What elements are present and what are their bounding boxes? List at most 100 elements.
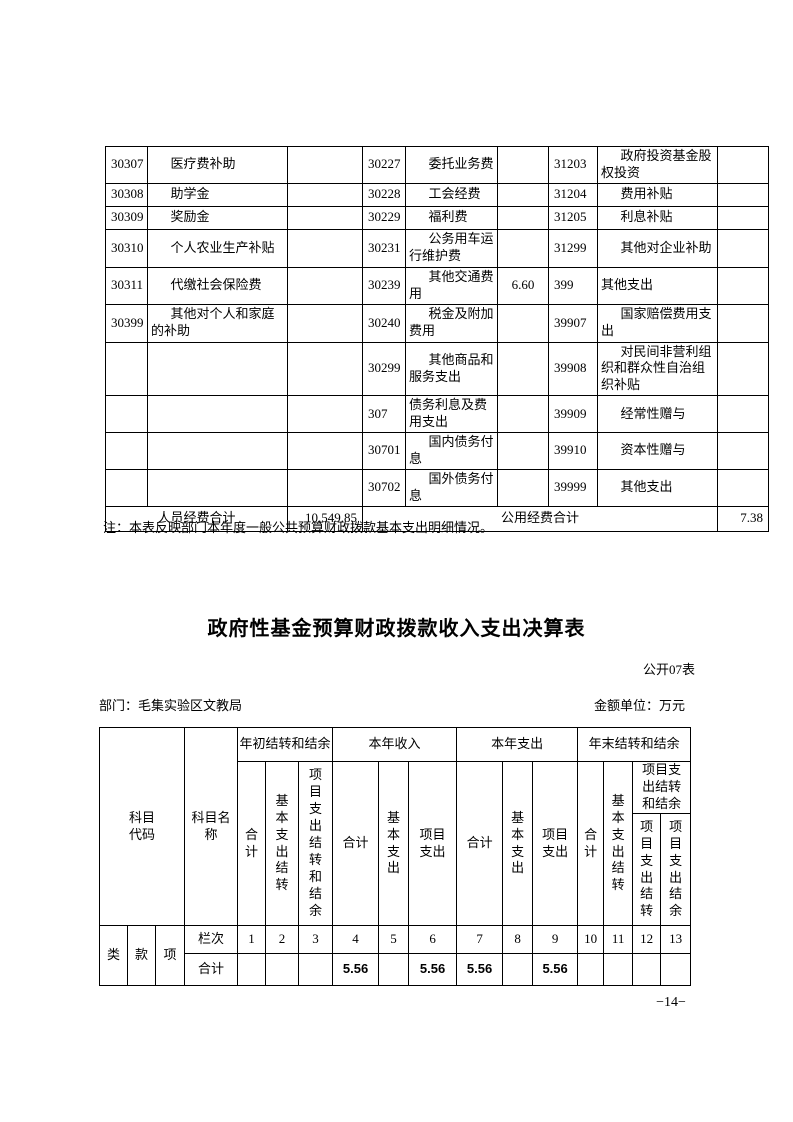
table-row: 30310 个人农业生产补贴 30231 公务用车运行维护费 31299 其他对… (105, 228, 769, 268)
econ-code-cell: 30309 (105, 205, 148, 230)
econ-code-cell: 39999 (548, 468, 598, 507)
subject-name-header: 科目名称 (184, 727, 239, 926)
column-number: 1 (237, 925, 267, 954)
column-number: 7 (456, 925, 504, 954)
econ-code-cell: 30307 (105, 146, 148, 184)
amount-cell (287, 146, 363, 184)
col-header-project-carryforward: 项目支出结转 (632, 813, 662, 926)
econ-code-cell: 30228 (362, 182, 406, 207)
page-title: 政府性基金预算财政拨款收入支出决算表 (207, 618, 586, 640)
table-row: 30702 国外债务付息 39999 其他支出 (105, 468, 769, 507)
header-row: 项目支出结转 项目支出结余 (100, 813, 692, 926)
column-number: 6 (408, 925, 458, 954)
amount-cell (287, 432, 363, 470)
total-row: 合计 5.56 5.56 5.56 5.56 (100, 953, 692, 986)
column-number: 8 (502, 925, 534, 954)
column-number: 2 (265, 925, 300, 954)
econ-code-cell: 39910 (548, 432, 598, 470)
amount-cell: 5.56 (332, 953, 380, 986)
econ-code-cell (105, 468, 148, 507)
amount-cell: 5.56 (408, 953, 458, 986)
econ-name-cell: 医疗费补助 (147, 146, 288, 184)
group-header-year-end-carryover: 年末结转和结余 (577, 727, 692, 762)
econ-code-cell: 31205 (548, 205, 598, 230)
table-row: 30701 国内债务付息 39910 资本性赠与 (105, 432, 769, 470)
econ-code-cell: 30239 (362, 266, 406, 305)
econ-code-cell: 30299 (362, 341, 406, 397)
column-index-row: 类 款 项 栏次 1 2 3 4 5 6 7 8 9 10 11 12 13 (99, 925, 692, 986)
basic-expenditure-detail-table: 30307 医疗费补助 30227 委托业务费 31203 政府投资基金股权投资… (105, 146, 769, 532)
col-header-basic-carryover: 基本支出结转 (603, 761, 634, 926)
col-header-project-expenditure: 项目支出 (408, 761, 458, 926)
econ-name-cell: 工会经费 (405, 182, 498, 207)
amount-cell (717, 303, 769, 343)
econ-code-cell: 39908 (548, 341, 598, 397)
group-header-current-year-expenditure: 本年支出 (456, 727, 579, 762)
econ-name-cell: 其他对企业补助 (597, 228, 718, 268)
personnel-total-label: 人员经费合计 (105, 505, 288, 532)
econ-code-cell: 399 (548, 266, 598, 305)
amount-cell: 5.56 (532, 953, 579, 986)
econ-code-cell: 39907 (548, 303, 598, 343)
amount-cell (497, 395, 549, 434)
econ-name-cell (147, 468, 288, 507)
amount-cell (237, 953, 267, 986)
department-label: 部门：毛集实验区文教局 (99, 698, 243, 713)
col-header-total: 合计 (332, 761, 380, 926)
econ-name-cell: 债务利息及费用支出 (405, 395, 498, 434)
amount-cell (497, 432, 549, 470)
column-number: 9 (532, 925, 579, 954)
econ-name-cell: 经常性赠与 (597, 395, 718, 434)
column-number: 11 (603, 925, 634, 954)
amount-cell (497, 146, 549, 184)
table-meta-row: 部门：毛集实验区文教局 金额单位：万元 (99, 695, 685, 714)
col-header-total: 合计 (456, 761, 504, 926)
unit-label: 金额单位：万元 (593, 698, 685, 713)
col-header-basic-carryover: 基本支出结转 (265, 761, 300, 926)
econ-code-cell (105, 395, 148, 434)
econ-code-cell (105, 432, 148, 470)
summary-row: 人员经费合计 10,549.85 公用经费合计 7.38 (105, 505, 769, 532)
econ-name-cell: 公务用车运行维护费 (405, 228, 498, 268)
econ-name-cell: 费用补贴 (597, 182, 718, 207)
col-header-project-carryover: 项目支出结转和结余 (298, 761, 334, 926)
econ-code-cell: 31203 (548, 146, 598, 184)
econ-name-cell (147, 341, 288, 397)
econ-name-cell: 政府投资基金股权投资 (597, 146, 718, 184)
amount-cell: 6.60 (497, 266, 549, 305)
econ-code-cell: 31299 (548, 228, 598, 268)
econ-name-cell: 资本性赠与 (597, 432, 718, 470)
group-header-current-year-income: 本年收入 (332, 727, 458, 762)
amount-cell (497, 205, 549, 230)
econ-name-cell: 代缴社会保险费 (147, 266, 288, 305)
column-number: 12 (632, 925, 662, 954)
amount-cell (717, 205, 769, 230)
amount-cell (497, 303, 549, 343)
econ-name-cell (147, 395, 288, 434)
amount-cell (287, 303, 363, 343)
amount-cell (497, 341, 549, 397)
amount-cell (497, 228, 549, 268)
amount-cell (287, 341, 363, 397)
subject-code-header: 科目代码 (98, 727, 186, 926)
amount-cell (603, 953, 634, 986)
econ-code-cell: 30311 (105, 266, 148, 305)
econ-code-cell: 39909 (548, 395, 598, 434)
amount-cell (497, 468, 549, 507)
econ-name-cell: 国外债务付息 (405, 468, 498, 507)
col-header-basic-expenditure: 基本支出 (502, 761, 534, 926)
amount-cell (660, 953, 692, 986)
econ-name-cell (147, 432, 288, 470)
amount-cell (287, 468, 363, 507)
table-note: 注：本表反映部门本年度一般公共预算财政拨款基本支出明细情况。 (103, 520, 494, 535)
amount-cell (378, 953, 410, 986)
econ-code-cell: 30240 (362, 303, 406, 343)
column-number: 10 (577, 925, 605, 954)
econ-name-cell: 个人农业生产补贴 (147, 228, 288, 268)
amount-cell (717, 266, 769, 305)
econ-code-cell: 307 (362, 395, 406, 434)
amount-cell (717, 395, 769, 434)
econ-name-cell: 其他支出 (597, 266, 718, 305)
amount-cell (717, 468, 769, 507)
